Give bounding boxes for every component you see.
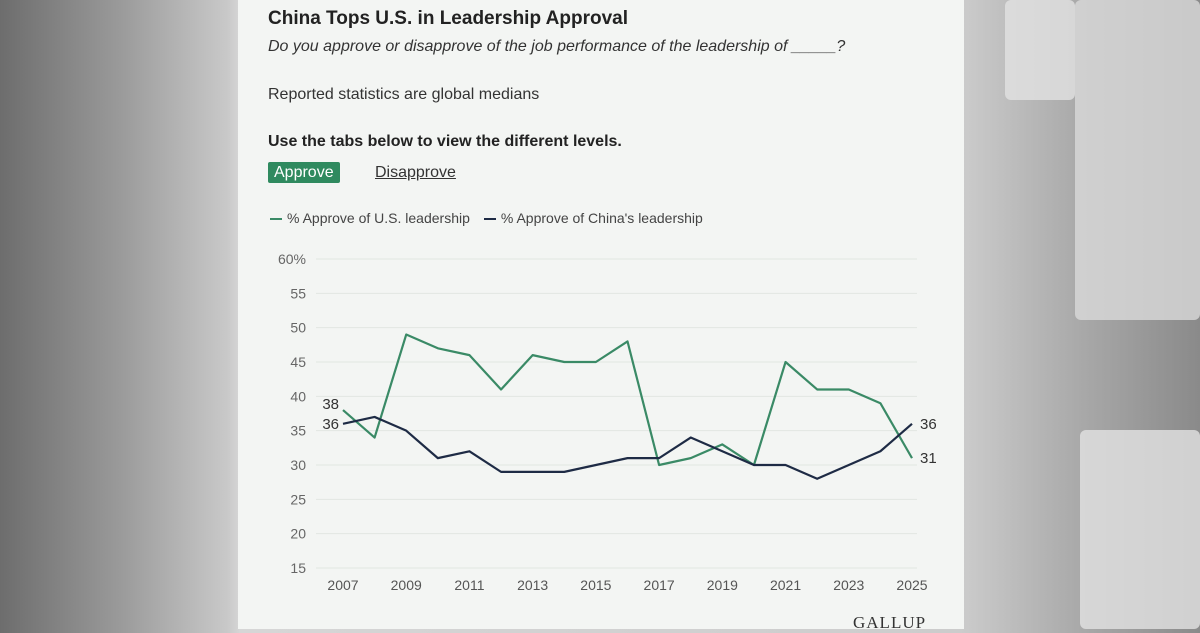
start-data-label: 36 [322,416,339,433]
background-panel [1005,0,1075,100]
x-tick-label: 2011 [454,577,484,593]
series-line-china [343,417,912,479]
x-tick-label: 2021 [770,577,801,593]
x-tick-label: 2009 [391,577,422,593]
y-tick-label: 20 [290,526,306,542]
y-tick-label: 25 [290,491,306,507]
end-data-label: 36 [920,416,937,433]
y-tick-label: 60% [278,251,306,267]
x-tick-label: 2017 [644,577,675,593]
x-tick-label: 2019 [707,577,738,593]
series-line-us [343,335,912,465]
y-tick-label: 50 [290,320,306,336]
end-data-label: 31 [920,450,937,467]
y-tick-label: 15 [290,560,306,576]
x-tick-label: 2025 [896,577,927,593]
y-tick-label: 40 [290,388,306,404]
y-tick-label: 55 [290,285,306,301]
x-tick-label: 2013 [517,577,548,593]
x-tick-label: 2007 [327,577,358,593]
x-tick-label: 2023 [833,577,864,593]
y-tick-label: 30 [290,457,306,473]
background-panel [1075,0,1200,320]
background-panel [1080,430,1200,629]
chart-card: China Tops U.S. in Leadership Approval D… [238,0,964,629]
y-tick-label: 45 [290,354,306,370]
x-tick-label: 2015 [580,577,611,593]
y-tick-label: 35 [290,423,306,439]
gallup-logo: GALLUP [853,613,926,633]
start-data-label: 38 [322,396,339,413]
